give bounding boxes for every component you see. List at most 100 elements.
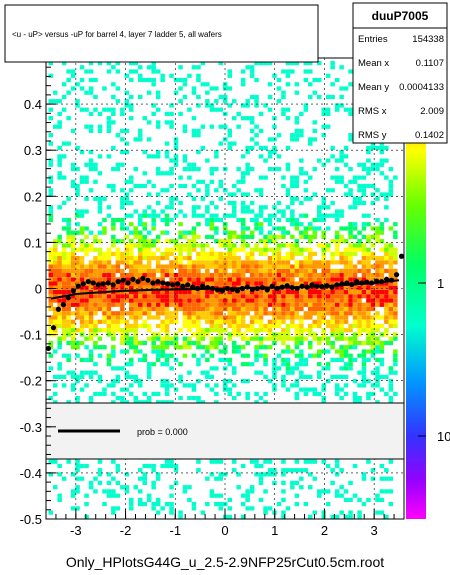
heatmap-cell: [146, 230, 152, 235]
heatmap-cell: [61, 328, 67, 333]
heatmap-cell: [146, 77, 152, 83]
heatmap-cell: [249, 260, 255, 265]
heatmap-cell: [361, 311, 367, 316]
heatmap-cell: [214, 188, 219, 193]
heatmap-cell: [357, 319, 362, 324]
heatmap-cell: [393, 315, 398, 320]
heatmap-cell: [281, 379, 286, 384]
heatmap-cell: [294, 493, 300, 498]
heatmap-cell: [308, 273, 313, 278]
heatmap-cell: [267, 379, 273, 384]
heatmap-cell: [245, 340, 250, 346]
heatmap-cell: [182, 124, 188, 129]
heatmap-cell: [334, 387, 340, 392]
heatmap-cell: [61, 336, 67, 341]
heatmap-cell: [218, 256, 223, 261]
heatmap-cell: [142, 209, 147, 214]
heatmap-cell: [155, 192, 161, 197]
heatmap-cell: [218, 472, 223, 477]
heatmap-cell: [151, 111, 156, 116]
heatmap-cell: [218, 328, 223, 333]
heatmap-cell: [366, 391, 371, 396]
heatmap-cell: [178, 294, 183, 299]
heatmap-cell: [366, 167, 371, 172]
heatmap-cell: [236, 323, 241, 329]
heatmap-cell: [164, 379, 170, 384]
heatmap-cell: [343, 349, 349, 354]
heatmap-cell: [209, 217, 215, 223]
heatmap-cell: [258, 175, 264, 180]
heatmap-cell: [173, 90, 179, 95]
profile-point: [284, 283, 290, 289]
heatmap-cell: [321, 205, 326, 210]
heatmap-cell: [129, 362, 134, 367]
heatmap-cell: [169, 183, 174, 189]
heatmap-cell: [357, 323, 362, 329]
heatmap-cell: [343, 239, 349, 244]
heatmap-cell: [325, 94, 331, 100]
heatmap-cell: [312, 77, 317, 83]
heatmap-cell: [366, 285, 371, 290]
heatmap-cell: [312, 217, 317, 223]
heatmap-cell: [164, 188, 170, 193]
heatmap-cell: [70, 370, 76, 375]
heatmap-cell: [120, 107, 125, 112]
heatmap-cell: [66, 357, 71, 362]
heatmap-cell: [196, 179, 201, 184]
heatmap-cell: [388, 285, 394, 290]
heatmap-cell: [388, 264, 394, 269]
heatmap-cell: [357, 243, 362, 248]
heatmap-cell: [111, 239, 116, 244]
heatmap-cell: [254, 213, 259, 218]
heatmap-cell: [160, 171, 165, 176]
heatmap-cell: [84, 281, 89, 286]
heatmap-cell: [178, 209, 183, 214]
heatmap-cell: [111, 302, 116, 307]
heatmap-cell: [267, 150, 273, 155]
heatmap-cell: [102, 489, 107, 494]
heatmap-cell: [334, 349, 340, 354]
profile-point: [254, 285, 260, 292]
heatmap-cell: [160, 290, 165, 295]
heatmap-cell: [294, 217, 300, 223]
heatmap-cell: [276, 86, 282, 91]
heatmap-cell: [281, 497, 286, 502]
heatmap-cell: [325, 73, 331, 78]
heatmap-cell: [84, 234, 89, 239]
heatmap-cell: [352, 340, 358, 346]
heatmap-cell: [79, 150, 85, 155]
heatmap-cell: [146, 120, 152, 125]
heatmap-cell: [66, 340, 71, 346]
heatmap-cell: [151, 285, 156, 290]
heatmap-cell: [366, 251, 371, 256]
heatmap-cell: [142, 306, 147, 312]
heatmap-cell: [375, 188, 380, 193]
heatmap-cell: [227, 192, 232, 197]
heatmap-cell: [129, 336, 134, 341]
heatmap-cell: [249, 69, 255, 74]
heatmap-cell: [334, 472, 340, 477]
heatmap-cell: [321, 387, 326, 392]
heatmap-cell: [120, 294, 125, 299]
heatmap-cell: [308, 485, 313, 490]
heatmap-cell: [281, 213, 286, 218]
heatmap-cell: [276, 243, 282, 248]
heatmap-cell: [343, 247, 349, 252]
heatmap-cell: [129, 323, 134, 329]
heatmap-cell: [290, 183, 295, 189]
heatmap-cell: [214, 264, 219, 269]
heatmap-cell: [66, 264, 71, 269]
heatmap-cell: [370, 285, 376, 290]
heatmap-cell: [254, 302, 259, 307]
heatmap-cell: [276, 273, 282, 278]
heatmap-cell: [388, 179, 394, 184]
heatmap-cell: [254, 281, 259, 286]
heatmap-cell: [227, 281, 232, 286]
heatmap-cell: [379, 230, 385, 235]
heatmap-cell: [146, 290, 152, 295]
profile-point: [388, 277, 395, 283]
heatmap-cell: [254, 61, 259, 66]
heatmap-cell: [84, 175, 89, 180]
heatmap-cell: [334, 298, 340, 303]
heatmap-cell: [169, 311, 174, 316]
